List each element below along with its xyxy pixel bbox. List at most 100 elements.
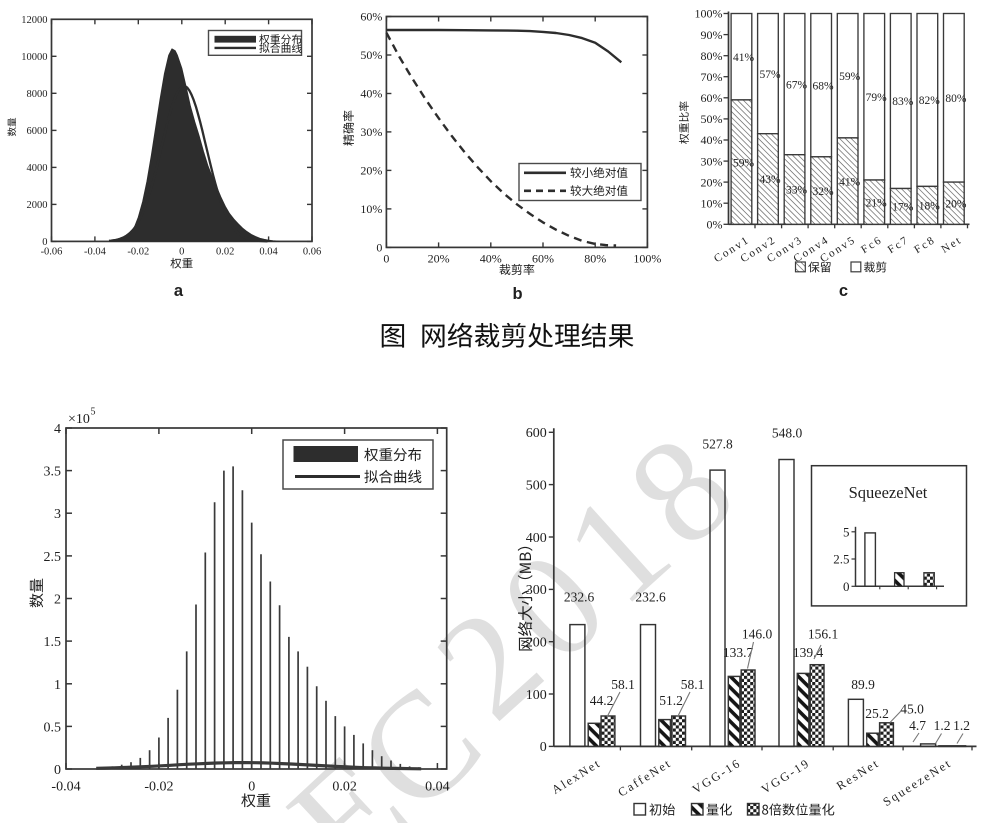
svg-text:2.5: 2.5: [44, 550, 62, 565]
svg-text:30%: 30%: [701, 154, 723, 168]
svg-text:VGG-16: VGG-16: [690, 756, 744, 797]
svg-text:232.6: 232.6: [564, 590, 595, 605]
svg-text:10000: 10000: [21, 52, 47, 63]
svg-text:70%: 70%: [701, 70, 723, 84]
svg-text:20%: 20%: [945, 198, 967, 210]
svg-text:0.04: 0.04: [425, 780, 450, 795]
svg-text:100%: 100%: [633, 252, 661, 266]
svg-text:2000: 2000: [27, 200, 48, 211]
svg-text:17%: 17%: [892, 202, 914, 214]
svg-text:300: 300: [526, 583, 547, 598]
svg-text:0: 0: [376, 241, 382, 255]
svg-text:59%: 59%: [839, 71, 861, 83]
svg-text:57%: 57%: [759, 69, 781, 81]
svg-text:4.7: 4.7: [909, 718, 926, 733]
svg-text:18%: 18%: [919, 201, 941, 213]
svg-text:41%: 41%: [839, 176, 861, 188]
svg-text:-0.04: -0.04: [51, 780, 80, 795]
svg-text:SqueezeNet: SqueezeNet: [880, 756, 954, 809]
svg-text:0.5: 0.5: [44, 720, 62, 735]
svg-text:-0.02: -0.02: [144, 780, 173, 795]
svg-text:0.04: 0.04: [259, 247, 278, 258]
svg-text:0: 0: [383, 252, 389, 266]
svg-text:Fc6: Fc6: [859, 234, 885, 256]
svg-text:527.8: 527.8: [702, 437, 733, 452]
svg-text:4: 4: [54, 422, 61, 437]
svg-text:0: 0: [540, 740, 547, 755]
svg-text:1.2: 1.2: [934, 718, 951, 733]
svg-text:5: 5: [843, 524, 850, 539]
svg-text:2.5: 2.5: [833, 552, 849, 567]
svg-text:-0.04: -0.04: [84, 247, 107, 258]
svg-text:400: 400: [526, 531, 547, 546]
svg-text:0.02: 0.02: [332, 780, 357, 795]
svg-text:2: 2: [54, 593, 61, 608]
svg-text:133.7: 133.7: [723, 645, 754, 660]
svg-text:3.5: 3.5: [44, 465, 62, 480]
svg-text:100: 100: [526, 688, 547, 703]
svg-text:SqueezeNet: SqueezeNet: [849, 483, 928, 502]
svg-text:20%: 20%: [360, 164, 382, 178]
svg-text:1: 1: [54, 678, 61, 693]
svg-text:40%: 40%: [360, 87, 382, 101]
svg-text:c: c: [839, 282, 848, 300]
svg-text:b: b: [512, 285, 522, 303]
svg-text:21%: 21%: [866, 197, 888, 209]
svg-text:50%: 50%: [701, 112, 723, 126]
svg-text:45.0: 45.0: [900, 702, 924, 717]
svg-text:139.4: 139.4: [793, 645, 824, 660]
svg-text:30%: 30%: [360, 125, 382, 139]
svg-text:500: 500: [526, 478, 547, 493]
svg-text:90%: 90%: [701, 28, 723, 42]
svg-text:600: 600: [526, 426, 547, 441]
svg-text:100%: 100%: [695, 7, 723, 21]
svg-text:8000: 8000: [27, 89, 48, 100]
svg-text:58.1: 58.1: [681, 677, 705, 692]
svg-text:60%: 60%: [532, 252, 554, 266]
svg-text:-0.06: -0.06: [41, 247, 63, 258]
svg-text:89.9: 89.9: [851, 677, 875, 692]
svg-text:4000: 4000: [27, 163, 48, 174]
svg-text:82%: 82%: [919, 95, 941, 107]
svg-text:68%: 68%: [813, 80, 835, 92]
svg-text:0: 0: [42, 237, 47, 248]
svg-text:79%: 79%: [866, 92, 888, 104]
svg-text:0%: 0%: [707, 218, 723, 232]
svg-text:1.5: 1.5: [44, 635, 62, 650]
svg-text:83%: 83%: [892, 96, 914, 108]
svg-text:Net: Net: [939, 234, 964, 256]
svg-text:6000: 6000: [27, 126, 48, 137]
svg-text:232.6: 232.6: [635, 590, 666, 605]
svg-text:41%: 41%: [733, 52, 755, 64]
svg-text:50%: 50%: [360, 48, 382, 62]
svg-text:Fc8: Fc8: [912, 234, 938, 256]
svg-text:548.0: 548.0: [772, 426, 803, 441]
svg-text:10%: 10%: [701, 196, 723, 210]
svg-text:32%: 32%: [813, 186, 835, 198]
svg-text:200: 200: [526, 636, 547, 651]
svg-text:20%: 20%: [428, 252, 450, 266]
svg-text:80%: 80%: [584, 252, 606, 266]
svg-text:51.2: 51.2: [659, 693, 683, 708]
svg-text:40%: 40%: [480, 252, 502, 266]
svg-text:0: 0: [54, 763, 61, 778]
svg-text:43%: 43%: [759, 174, 781, 186]
svg-text:156.1: 156.1: [808, 627, 838, 642]
svg-text:20%: 20%: [701, 175, 723, 189]
svg-text:VGG-19: VGG-19: [759, 756, 813, 797]
svg-text:0: 0: [179, 247, 184, 258]
svg-text:3: 3: [54, 507, 61, 522]
svg-text:59%: 59%: [733, 157, 755, 169]
svg-text:33%: 33%: [786, 185, 808, 197]
svg-text:a: a: [174, 282, 184, 300]
svg-text:44.2: 44.2: [590, 693, 614, 708]
svg-text:58.1: 58.1: [611, 677, 635, 692]
svg-text:146.0: 146.0: [742, 627, 773, 642]
svg-text:0.02: 0.02: [216, 247, 234, 258]
svg-text:0: 0: [248, 780, 255, 795]
svg-text:12000: 12000: [21, 15, 47, 26]
svg-text:0.06: 0.06: [303, 247, 321, 258]
svg-text:ResNet: ResNet: [834, 756, 882, 793]
svg-text:80%: 80%: [945, 93, 967, 105]
svg-text:67%: 67%: [786, 79, 808, 91]
